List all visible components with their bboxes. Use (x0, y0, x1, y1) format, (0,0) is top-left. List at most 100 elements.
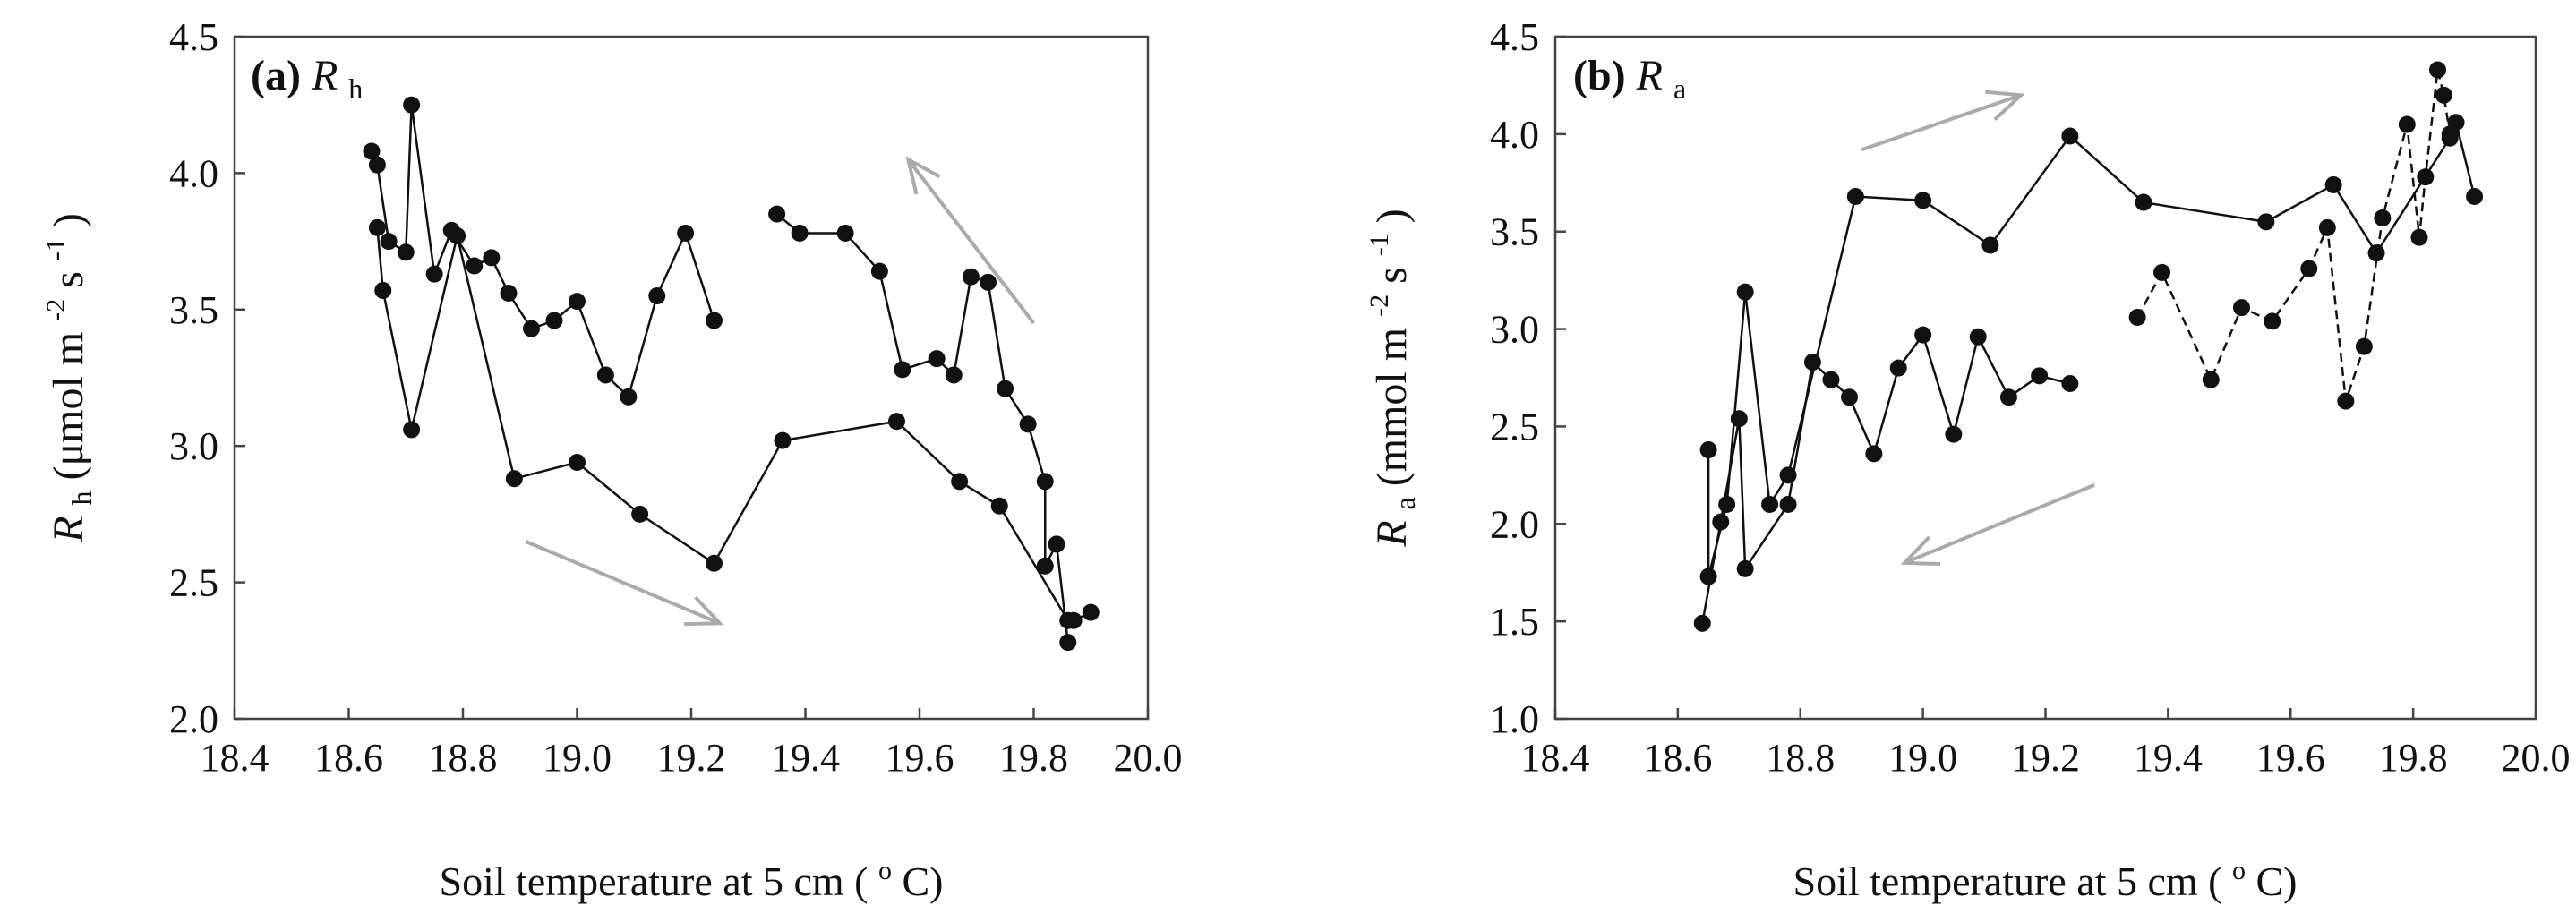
panel-b-point (2061, 375, 2079, 393)
panel-b-point (1945, 425, 1963, 443)
panel-a-point (706, 554, 723, 572)
panel-b-point (2233, 299, 2250, 317)
panel-b-point (2264, 312, 2281, 330)
panel-b-x-tick-label: 19.4 (2134, 736, 2203, 780)
panel-b-ra-chart: 1.0 1.5 2.0 2.5 3.0 3.5 4.0 4.5 18.4 18.6 18.8 19.… (1350, 15, 2571, 904)
panel-a-x-tick-label: 19.8 (999, 736, 1068, 780)
panel-b-point (2202, 371, 2220, 388)
panel-b-arrow-up-right (1861, 90, 2025, 152)
panel-a-point (596, 366, 614, 384)
panel-a-point (397, 243, 415, 261)
panel-b-series (1693, 61, 2484, 632)
panel-a-point (1048, 535, 1065, 553)
panel-a-arrow-up-left (905, 156, 1036, 325)
panel-a-point (1065, 611, 1083, 629)
panel-a-point (449, 227, 466, 245)
panel-a-point (990, 497, 1008, 515)
panel-a-point (894, 361, 911, 379)
panel-a-line-upper-path (370, 105, 715, 399)
panel-b-point (1981, 236, 1999, 254)
panel-a-point (1036, 557, 1054, 575)
panel-a-y-tick-label: 3.0 (169, 424, 218, 468)
panel-b-x-tick-label: 19.0 (1888, 736, 1957, 780)
panel-b-point (2153, 263, 2171, 281)
panel-b-y-tick-label: 2.5 (1490, 405, 1539, 448)
panel-b-x-tick-label: 18.6 (1643, 736, 1712, 780)
panel-b-y-tick-label: 1.0 (1490, 697, 1539, 741)
panel-b-arrow-down-left (1900, 482, 2096, 567)
panel-b-point (1761, 496, 1779, 514)
panel-b-point (2398, 115, 2416, 133)
panel-a-point (380, 233, 398, 251)
panel-a-arrow-down-right (525, 540, 724, 627)
panel-b-point (2466, 188, 2484, 206)
panel-a-y-tick-label: 2.5 (169, 561, 218, 605)
panel-b-point (1699, 568, 1717, 585)
panel-b-point (2300, 260, 2318, 277)
panel-a-point (631, 505, 649, 523)
panel-b-point (1730, 410, 1748, 428)
panel-b-x-tick-label: 19.2 (2011, 736, 2080, 780)
panel-a-x-axis-label: Soil temperature at 5 cm ( o C) (439, 842, 943, 904)
panel-a-x-tick-label: 18.6 (314, 736, 383, 780)
panel-a-point (1082, 603, 1100, 621)
panel-b-point (1889, 359, 1907, 377)
panel-b-title: (b) R a (1573, 52, 1686, 105)
panel-a-rh-chart: 2.02.53.03.54.04.5 18.4 18.6 18.8 19.0 19.2 1… (41, 15, 1183, 904)
panel-a-point (928, 350, 946, 368)
panel-a-point (677, 224, 695, 242)
panel-a-x-tick-label: 19.2 (657, 736, 726, 780)
panel-a-y-tick-label: 4.5 (169, 15, 218, 59)
panel-a-point (374, 281, 392, 299)
panel-a-x-tick-label: 19.6 (886, 736, 954, 780)
panel-a-point (768, 205, 786, 223)
panel-b-point (2429, 61, 2446, 79)
panel-b-point (1803, 354, 1821, 371)
panel-a-point (483, 249, 501, 267)
panel-b-point (2318, 218, 2336, 236)
panel-b-point (1841, 388, 1858, 406)
panel-a-point (870, 262, 888, 280)
panel-a-point (706, 312, 723, 329)
panel-b-point (1736, 559, 1754, 577)
panel-a-point (791, 224, 809, 242)
panel-b-point (1718, 496, 1736, 514)
panel-a-point (648, 287, 666, 305)
panel-a-x-axis: 18.4 18.6 18.8 19.0 19.2 19.4 19.6 19.8 20.0 (201, 708, 1183, 780)
panel-a-series (363, 96, 1100, 652)
panel-b-line-lower-path (1701, 332, 2071, 624)
panel-b-x-axis: 18.4 18.6 18.8 19.0 19.2 19.4 19.6 19.8 20.0 (1521, 708, 2571, 780)
panel-a-point (500, 285, 518, 303)
panel-a-x-tick-label: 19.0 (543, 736, 612, 780)
panel-a-point (945, 366, 963, 384)
panel-b-y-axis-label: R a (mmol m -2 s -1 ) (1350, 209, 1425, 548)
panel-a-x-tick-label: 18.4 (201, 736, 270, 780)
panel-b-y-tick-label: 3.5 (1490, 210, 1539, 254)
panel-b-point (2128, 309, 2146, 327)
panel-a-point (1059, 634, 1077, 652)
panel-b-point (1969, 328, 1987, 346)
panel-b-point (2435, 86, 2452, 104)
panel-a-point (951, 473, 969, 491)
panel-b-point (1779, 496, 1797, 514)
panel-b-point (1699, 441, 1717, 459)
panel-b-point (1914, 326, 1932, 344)
panel-a-x-tick-label: 19.4 (771, 736, 840, 780)
panel-b-point (2135, 193, 2152, 211)
panel-b-point (1736, 283, 1754, 301)
panel-b-point (1822, 371, 1840, 388)
panel-a-point (997, 380, 1014, 397)
panel-b-point (2061, 127, 2079, 145)
panel-b-point (2410, 228, 2428, 246)
panel-b-y-axis: 1.0 1.5 2.0 2.5 3.0 3.5 4.0 4.5 (1490, 15, 1566, 741)
panel-a-point (368, 156, 386, 174)
panel-b-x-tick-label: 19.6 (2256, 736, 2325, 780)
panel-a-y-tick-label: 3.5 (169, 288, 218, 332)
panel-a-point (1019, 415, 1037, 433)
panel-a-point (425, 265, 443, 283)
panel-b-line-right-segment (2136, 69, 2452, 402)
panel-a-y-tick-label: 4.0 (169, 151, 218, 195)
panel-b-point (2257, 213, 2275, 231)
panel-b-point (2324, 175, 2342, 193)
